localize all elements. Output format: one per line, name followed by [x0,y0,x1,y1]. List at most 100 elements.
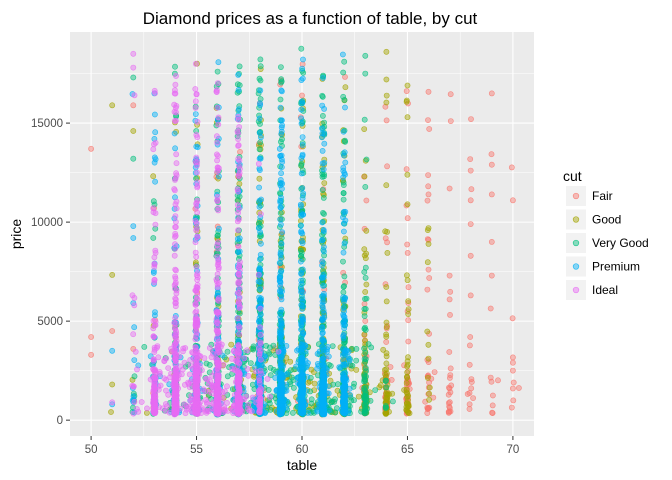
point-good [405,354,411,361]
point-premium [298,106,305,113]
point-good [426,390,432,397]
point-fair [405,284,412,291]
point-good [403,98,410,105]
point-ideal [130,331,137,338]
point-fair [509,315,516,322]
point-very-good [358,408,364,415]
point-ideal [130,410,137,417]
point-very-good [298,45,305,52]
point-premium [256,165,263,172]
point-premium [323,366,330,373]
point-fair [467,167,474,174]
point-very-good [362,52,369,59]
point-premium [279,288,285,295]
point-premium [320,166,327,173]
point-ideal [150,146,157,153]
point-fair [424,286,431,293]
point-very-good [236,82,243,89]
point-fair [510,397,517,404]
point-premium [257,102,264,108]
point-fair [431,369,438,375]
point-premium [339,51,346,58]
point-premium [277,332,284,338]
point-very-good [361,313,368,319]
point-premium [257,229,263,235]
point-good [228,341,235,348]
point-premium [299,303,306,310]
point-very-good [340,190,347,196]
point-fair [447,408,454,415]
point-good [401,387,407,393]
point-ideal [173,103,180,109]
point-ideal [172,273,178,280]
point-ideal [151,141,157,148]
point-fair [447,365,454,372]
point-premium [340,228,347,235]
point-fair [467,334,474,340]
point-ideal [192,98,199,105]
point-good [381,366,388,373]
point-ideal [171,282,178,289]
point-fair [404,241,411,248]
point-premium [280,348,287,354]
point-fair [466,401,473,408]
point-ideal [177,405,184,412]
point-very-good [330,381,337,388]
point-fair [510,367,516,374]
point-premium [215,225,222,232]
point-fair [425,88,432,95]
point-ideal [173,267,179,274]
point-fair [447,311,453,318]
point-premium [318,397,325,404]
point-premium [324,383,331,390]
point-very-good [130,74,137,81]
point-premium [235,72,242,78]
point-very-good [365,341,372,348]
point-ideal [172,320,179,327]
point-premium [340,128,347,135]
point-very-good [214,68,221,75]
point-premium [171,130,178,137]
point-fair [446,185,453,192]
point-ideal [165,391,172,398]
point-very-good [214,232,221,239]
point-premium [273,387,280,394]
point-good [384,228,390,235]
point-premium [319,262,325,269]
point-fair [424,236,431,242]
point-fair [405,338,412,345]
point-very-good [236,310,243,317]
point-premium [319,330,326,337]
point-premium [320,307,327,314]
point-premium [131,324,138,331]
point-good [361,126,368,133]
point-premium [215,59,222,66]
point-fair [495,377,501,384]
point-fair [299,92,305,99]
point-very-good [362,274,369,281]
point-very-good [332,396,338,403]
point-premium [319,298,326,305]
point-fair [467,292,474,299]
point-very-good [265,386,272,393]
point-very-good [363,156,370,163]
point-fair [426,275,433,281]
point-very-good [150,235,157,241]
point-ideal [150,209,157,216]
point-very-good [290,384,297,391]
point-ideal [166,374,173,381]
point-premium [319,147,326,154]
point-very-good [333,405,340,412]
point-premium [299,230,306,237]
point-very-good [340,182,347,188]
point-premium [278,320,285,327]
point-good [383,360,390,367]
point-premium [235,87,242,93]
point-very-good [257,77,264,84]
point-premium [319,219,326,226]
point-premium [319,160,326,167]
point-very-good [353,345,360,352]
point-fair [467,156,474,162]
point-fair [405,317,412,324]
